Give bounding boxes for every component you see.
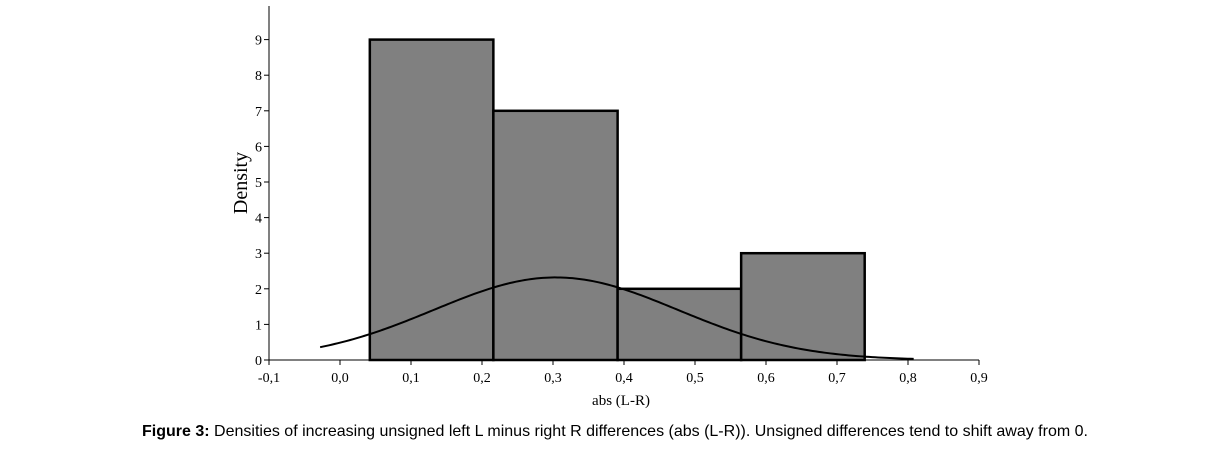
y-tick-label: 6 [255, 140, 262, 155]
x-tick-label: 0,3 [544, 371, 562, 386]
y-tick-label: 3 [255, 247, 262, 262]
x-tick-label: 0,6 [757, 371, 775, 386]
histogram-bar-1 [368, 38, 495, 362]
y-tick-label: 5 [255, 176, 262, 191]
x-tick-label: 0,8 [899, 371, 917, 386]
y-tick-label: 0 [255, 354, 262, 369]
x-tick-label: 0,2 [473, 371, 491, 386]
x-tick-label: 0,1 [402, 371, 420, 386]
histogram-bars [368, 38, 866, 362]
x-tick-label: 0,5 [686, 371, 704, 386]
histogram-bar-3 [616, 287, 743, 362]
x-tick-label: 0,0 [331, 371, 349, 386]
y-axis-ticks: 0 1 2 3 4 5 6 7 8 9 [255, 34, 269, 369]
y-tick-label: 1 [255, 318, 262, 333]
normal-density-curve [319, 276, 914, 360]
y-tick-label: 2 [255, 283, 262, 298]
histogram-bar-4 [739, 251, 866, 362]
x-tick-label: 0,7 [828, 371, 846, 386]
x-axis-ticks: -0,1 0,0 0,1 0,2 0,3 0,4 0,5 0,6 0,7 0,8 0,9 [258, 360, 988, 386]
x-axis-title: abs (L-R) [592, 393, 650, 409]
x-tick-label: 0,9 [970, 371, 988, 386]
caption-label: Figure 3: [142, 423, 210, 440]
x-tick-label: 0,4 [615, 371, 633, 386]
caption-text: Densities of increasing unsigned left L … [214, 423, 1088, 440]
histogram-bar-2 [492, 109, 619, 362]
y-tick-label: 7 [255, 105, 262, 120]
x-tick-label: -0,1 [258, 371, 280, 386]
y-tick-label: 8 [255, 69, 262, 84]
y-axis-title: Density [230, 152, 252, 214]
y-tick-label: 4 [255, 212, 262, 227]
figure-caption: Figure 3: Densities of increasing unsign… [0, 423, 1230, 441]
y-tick-label: 9 [255, 34, 262, 49]
